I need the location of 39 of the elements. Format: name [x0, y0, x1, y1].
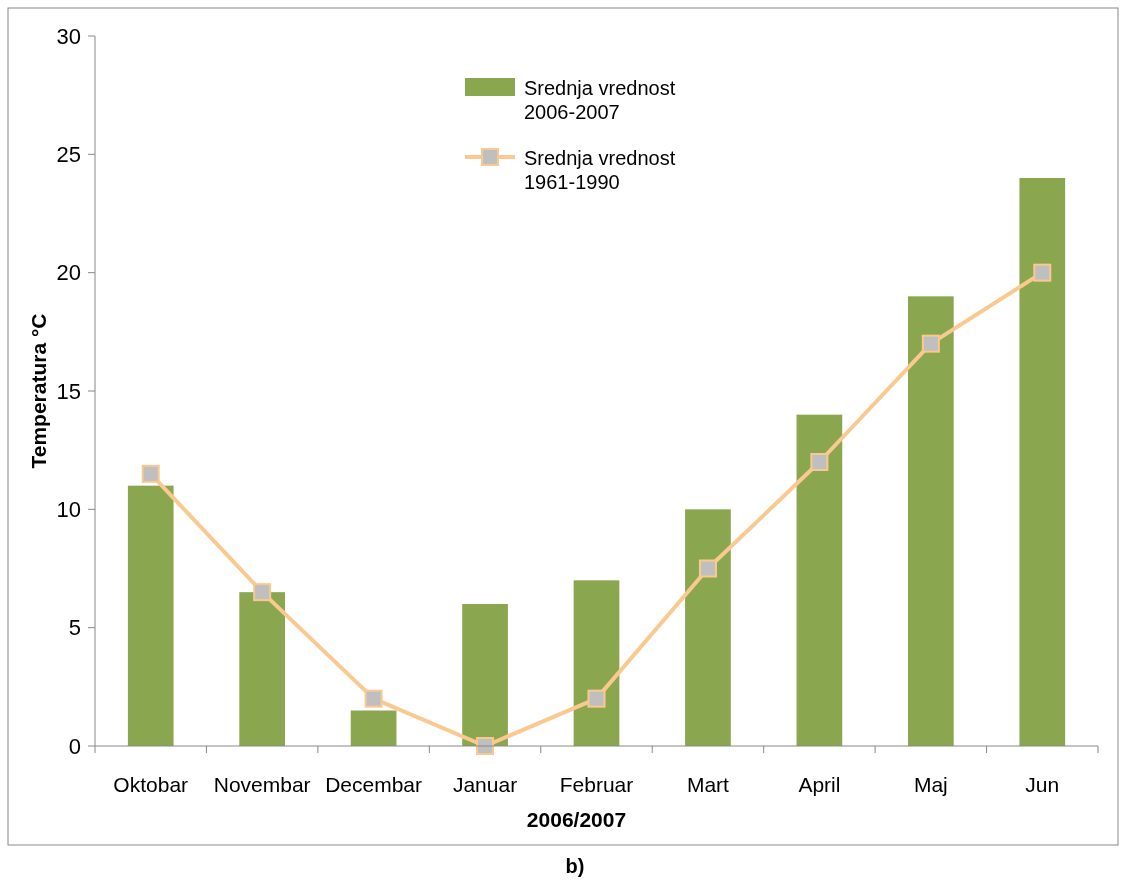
point [698, 559, 717, 578]
y-tick-label: 15 [56, 378, 81, 404]
point [810, 453, 829, 471]
bar [350, 710, 397, 746]
x-tick-label: Maj [913, 773, 948, 796]
bar [127, 485, 174, 746]
y-axis-title: Temperatura °C [27, 313, 50, 469]
x-tick-label: Mart [686, 773, 730, 796]
y-tick-label: 0 [68, 733, 81, 759]
x-tick-label: Februar [559, 773, 634, 796]
point [253, 583, 272, 602]
x-axis-title: 2006/2007 [526, 808, 627, 831]
point [141, 464, 160, 483]
y-tick-label: 30 [56, 23, 81, 49]
point [921, 334, 940, 353]
x-tick-label: Decembar [325, 773, 423, 796]
y-tick-label: 25 [56, 142, 81, 168]
point [587, 689, 606, 708]
text: b) [565, 855, 585, 877]
bar [239, 592, 286, 746]
x-tick-label: Novembar [213, 773, 311, 796]
bar [907, 296, 954, 746]
x-tick-label: Oktobar [113, 773, 189, 796]
legend-label: Srednja vrednost 2006-2007 [524, 77, 676, 123]
point [1033, 263, 1052, 282]
y-tick-label: 5 [68, 615, 81, 641]
point [364, 689, 383, 708]
bar [1019, 178, 1066, 746]
x-tick-label: Januar [452, 773, 518, 796]
point [476, 737, 495, 755]
bar [573, 580, 620, 746]
x-tick-label: Jun [1025, 773, 1060, 796]
legend-label: Srednja vrednost 1961-1990 [524, 147, 676, 193]
x-tick-label: April [798, 773, 841, 796]
y-tick-label: 10 [56, 497, 81, 523]
y-tick-label: 20 [56, 260, 81, 286]
bar [796, 414, 843, 746]
bar [462, 604, 508, 746]
bar [685, 509, 731, 746]
